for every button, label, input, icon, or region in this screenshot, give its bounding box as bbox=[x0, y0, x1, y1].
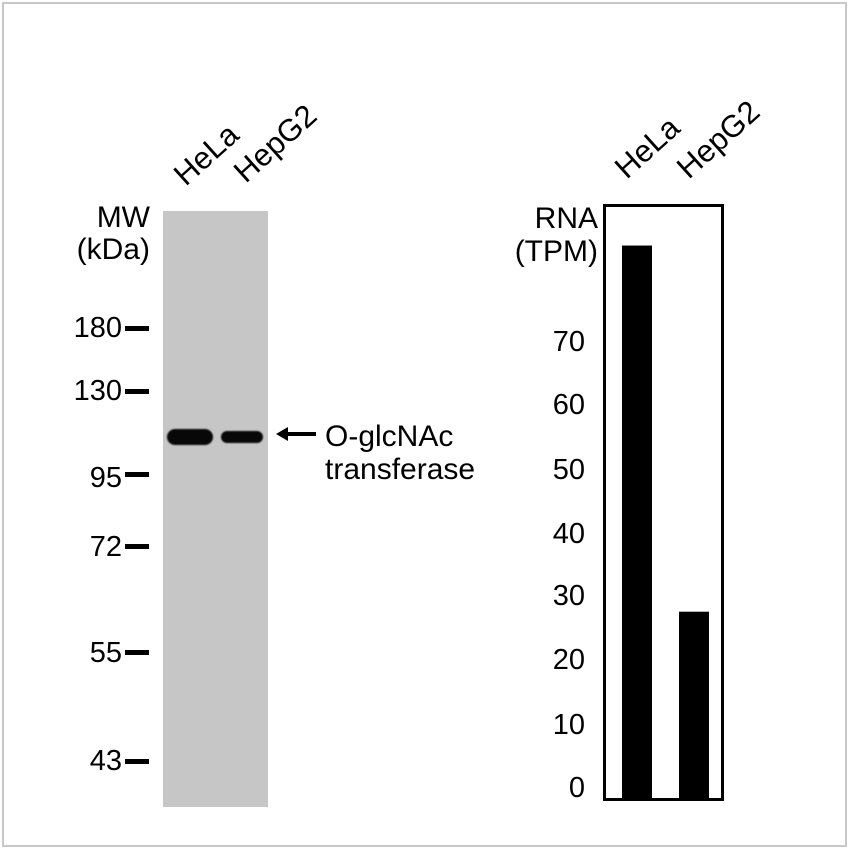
marker-tick-55 bbox=[125, 650, 149, 655]
blot-membrane bbox=[163, 211, 268, 807]
marker-label-180: 180 bbox=[73, 312, 122, 344]
marker-tick-72 bbox=[125, 544, 149, 549]
marker-label-55: 55 bbox=[89, 637, 122, 669]
target-protein-label-line2: transferase bbox=[325, 453, 476, 486]
target-protein-label-line1: O-glcNAc bbox=[325, 420, 454, 453]
y-tick-70: 70 bbox=[552, 326, 585, 358]
y-tick-50: 50 bbox=[552, 454, 585, 486]
bar-hela bbox=[622, 245, 652, 799]
mw-title: MW (kDa) bbox=[56, 202, 150, 266]
y-tick-20: 20 bbox=[552, 644, 585, 676]
y-tick-0: 0 bbox=[568, 772, 585, 804]
target-protein-label: O-glcNAc transferase bbox=[325, 420, 475, 486]
marker-tick-130 bbox=[125, 389, 149, 394]
chart-ylabel: RNA (TPM) bbox=[494, 202, 598, 268]
y-tick-30: 30 bbox=[552, 580, 585, 612]
bar-plot-area bbox=[622, 245, 709, 799]
marker-label-43: 43 bbox=[89, 745, 122, 777]
band-hepg2 bbox=[221, 431, 263, 443]
chart-category-label-hepg2: HepG2 bbox=[669, 93, 767, 186]
mw-title-line1: MW bbox=[96, 201, 150, 234]
chart-ylabel-line2: (TPM) bbox=[514, 235, 598, 268]
chart-ylabel-line1: RNA bbox=[534, 202, 598, 235]
mw-title-line2: (kDa) bbox=[76, 233, 150, 266]
marker-tick-43 bbox=[125, 759, 149, 764]
y-tick-60: 60 bbox=[552, 389, 585, 421]
bar-hepg2 bbox=[679, 611, 709, 798]
chart-category-label-hela: HeLa bbox=[607, 109, 687, 186]
marker-label-72: 72 bbox=[89, 531, 122, 563]
marker-tick-180 bbox=[125, 326, 149, 331]
marker-label-130: 130 bbox=[73, 375, 122, 407]
marker-tick-95 bbox=[125, 472, 149, 477]
band-hela bbox=[167, 429, 213, 445]
y-tick-40: 40 bbox=[552, 518, 585, 550]
marker-label-95: 95 bbox=[89, 462, 122, 494]
rna-bar-chart bbox=[603, 204, 724, 801]
y-tick-10: 10 bbox=[552, 709, 585, 741]
arrow-left-icon bbox=[276, 427, 316, 441]
